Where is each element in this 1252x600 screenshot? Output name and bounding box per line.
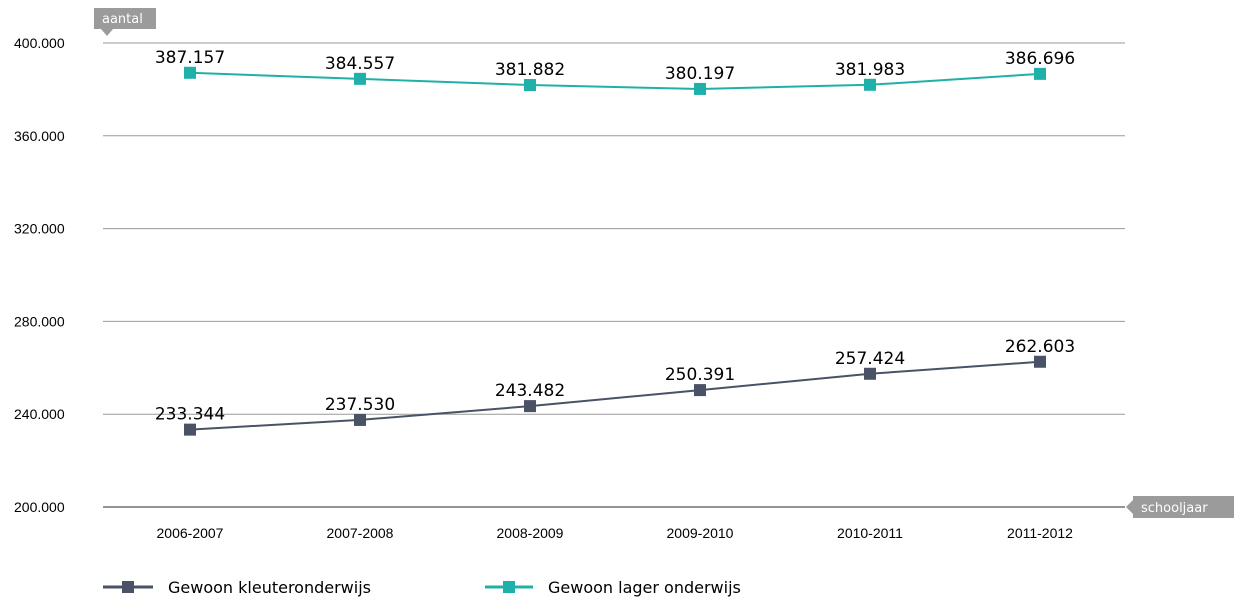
- y-axis-title-tag: aantal: [94, 8, 156, 36]
- x-axis-title-pointer: [1126, 499, 1134, 515]
- data-point: [184, 423, 196, 436]
- x-tick-label: 2008-2009: [497, 525, 564, 541]
- x-tick-label: 2009-2010: [667, 525, 734, 541]
- y-tick-label: 280.000: [14, 313, 65, 329]
- data-label: 387.157: [155, 48, 225, 68]
- y-tick-label: 360.000: [14, 128, 65, 144]
- y-tick-label: 200.000: [14, 499, 65, 515]
- y-tick-label: 240.000: [14, 406, 65, 422]
- series-line: [189, 71, 1041, 90]
- y-tick-label: 400.000: [14, 35, 65, 51]
- y-axis-title-pointer: [101, 29, 113, 36]
- data-point: [184, 66, 196, 79]
- data-label: 386.696: [1005, 49, 1075, 69]
- data-label: 380.197: [665, 64, 735, 84]
- data-point: [1034, 355, 1046, 368]
- x-axis-title: schooljaar: [1141, 501, 1208, 516]
- x-tick-label: 2007-2008: [327, 525, 394, 541]
- data-label: 237.530: [325, 395, 395, 415]
- data-point: [354, 72, 366, 85]
- data-point: [1034, 67, 1046, 80]
- legend-item-kleuteronderwijs: Gewoon kleuteronderwijs: [103, 578, 371, 597]
- data-label: 262.603: [1005, 337, 1075, 357]
- grid-lines: [103, 42, 1125, 508]
- data-point: [524, 400, 536, 413]
- y-axis-title: aantal: [102, 12, 143, 27]
- data-point: [864, 78, 876, 91]
- legend: Gewoon kleuteronderwijs Gewoon lager ond…: [103, 578, 741, 597]
- y-axis-ticks: 200.000 240.000 280.000 320.000 360.000 400.0…: [14, 35, 65, 515]
- x-axis-ticks: 2006-2007 2007-2008 2008-2009 2009-2010 2010…: [157, 525, 1074, 541]
- data-label: 384.557: [325, 54, 395, 74]
- series-line: [189, 360, 1041, 431]
- data-label: 381.882: [495, 60, 565, 80]
- legend-marker-kleuteronderwijs: [122, 581, 134, 593]
- data-point: [354, 413, 366, 426]
- data-point: [524, 79, 536, 92]
- legend-item-lager-onderwijs: Gewoon lager onderwijs: [485, 578, 741, 597]
- x-axis-title-background: [1133, 496, 1234, 518]
- y-axis-title-background: [94, 8, 156, 29]
- x-axis-title-tag: schooljaar: [1126, 496, 1234, 518]
- data-label: 381.983: [835, 60, 905, 80]
- series-layer: 233.344 237.530 243.482 250.391 257.424 262.6…: [155, 48, 1075, 436]
- legend-label-kleuteronderwijs: Gewoon kleuteronderwijs: [168, 578, 371, 597]
- x-tick-label: 2011-2012: [1007, 525, 1073, 541]
- data-point: [694, 82, 706, 95]
- series-2: 387.157 384.557 381.882 380.197 381.983 386.6…: [155, 48, 1075, 95]
- data-label: 250.391: [665, 365, 735, 385]
- y-tick-label: 320.000: [14, 221, 65, 237]
- series-1: 233.344 237.530 243.482 250.391 257.424 262.6…: [155, 337, 1075, 436]
- x-tick-label: 2006-2007: [157, 525, 224, 541]
- data-point: [694, 384, 706, 397]
- x-tick-label: 2010-2011: [837, 525, 903, 541]
- legend-marker-lager-onderwijs: [503, 581, 515, 593]
- legend-label-lager-onderwijs: Gewoon lager onderwijs: [548, 578, 741, 597]
- data-label: 243.482: [495, 381, 565, 401]
- data-point: [864, 367, 876, 380]
- data-label: 233.344: [155, 405, 225, 425]
- data-label: 257.424: [835, 349, 905, 369]
